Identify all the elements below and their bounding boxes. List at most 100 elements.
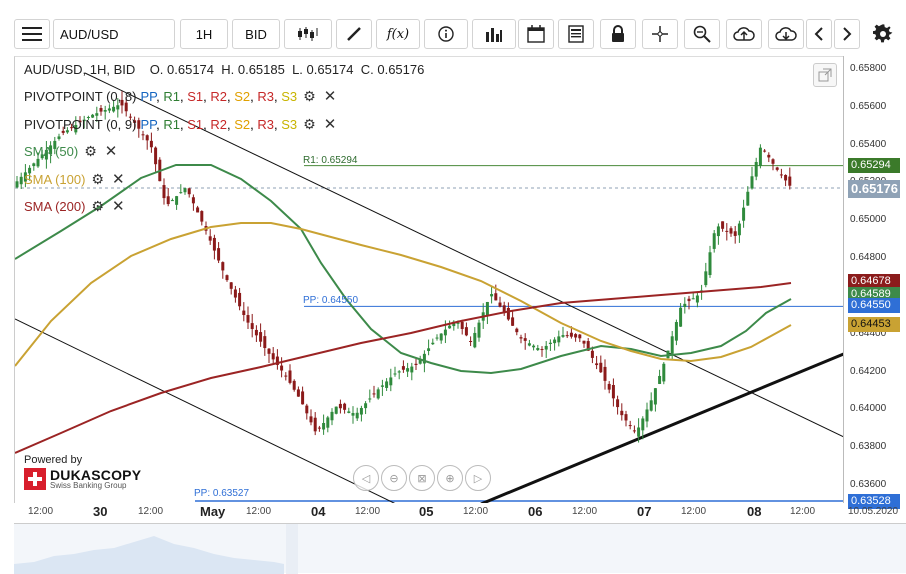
candle-body (57, 136, 61, 139)
reset-view-button[interactable]: ⊠ (409, 465, 435, 491)
chart-nav-controls: ◁ ⊖ ⊠ ⊕ ▷ (353, 465, 491, 491)
candle-body (107, 108, 111, 111)
crosshair-button[interactable] (642, 19, 678, 49)
candle-body (427, 348, 431, 351)
y-tick-label: 0.64000 (850, 403, 887, 415)
indicators-button[interactable]: f(x) (376, 19, 420, 49)
candle-body (380, 385, 384, 387)
sma50-settings-icon[interactable]: ⚙ (84, 142, 97, 159)
candle-body (502, 305, 506, 314)
candle-body (133, 120, 137, 123)
bar-chart-icon (486, 28, 502, 42)
candle-body (86, 117, 90, 119)
side-select[interactable]: BID (232, 19, 280, 49)
pivot-r2: R2 (210, 88, 227, 104)
draw-button[interactable] (336, 19, 372, 49)
chevron-left-icon (814, 27, 823, 41)
x-tick-label: 10.05.2020 (848, 506, 899, 517)
candle-body (128, 116, 132, 118)
sma100-remove-icon[interactable]: ✕ (111, 171, 125, 188)
y-tick-label: 0.64800 (850, 252, 887, 264)
download-button[interactable] (768, 19, 804, 49)
pivot-s2: S2 (234, 88, 251, 104)
candle-body (733, 231, 737, 236)
news-button[interactable] (558, 19, 594, 49)
sma100-settings-icon[interactable]: ⚙ (91, 170, 104, 187)
pivot1-remove-icon[interactable]: ✕ (323, 88, 337, 105)
candle-body (284, 375, 288, 377)
candle-body (754, 161, 758, 177)
candle-body (637, 427, 641, 437)
candle-body (653, 388, 657, 405)
zoom-button[interactable] (684, 19, 720, 49)
pivot-r3: R3 (257, 88, 274, 104)
candle-body (515, 328, 519, 333)
pivot2-remove-icon[interactable]: ✕ (323, 116, 337, 133)
x-tick-label: 12:00 (246, 506, 272, 517)
branding: Powered by DUKASCOPY Swiss Banking Group (24, 454, 141, 490)
volume-button[interactable] (472, 19, 516, 49)
pivot1-settings-icon[interactable]: ⚙ (303, 87, 316, 104)
candle-body (359, 408, 363, 415)
candle-body (309, 416, 313, 423)
fullscreen-button[interactable] (813, 63, 837, 87)
pivot-r3: R3 (257, 116, 274, 132)
candle-body (296, 389, 300, 397)
scroll-right-button[interactable]: ▷ (465, 465, 491, 491)
candle-body (250, 323, 254, 329)
candle-body (603, 366, 607, 381)
candle-body (401, 366, 405, 370)
navigator-pane[interactable] (14, 523, 906, 574)
legend-sma100: SMA (100) ⚙ ✕ (24, 170, 125, 189)
candle-body (15, 181, 19, 188)
calendar-icon (527, 25, 545, 43)
candle-body (565, 335, 569, 337)
symbol-select[interactable]: AUD/USD (53, 19, 175, 49)
candle-body (267, 348, 271, 354)
zoom-in-button[interactable]: ⊕ (437, 465, 463, 491)
candle-body (120, 99, 124, 106)
zoom-out-button[interactable]: ⊖ (381, 465, 407, 491)
candle-body (658, 375, 662, 384)
upload-button[interactable] (726, 19, 762, 49)
price-label-sma100: 0.64453 (848, 316, 900, 332)
candle-body (338, 403, 342, 409)
pen-icon (347, 27, 361, 41)
timeframe-select[interactable]: 1H (180, 19, 228, 49)
info-icon (438, 26, 454, 42)
document-icon (568, 25, 584, 43)
candle-body (674, 322, 678, 341)
legend-pivot1: PIVOTPOINT (0, 8) PP, R1, S1, R2, S2, R3… (24, 87, 337, 106)
zoom-in-icon: ⊕ (445, 472, 455, 485)
sma50-remove-icon[interactable]: ✕ (104, 143, 118, 160)
sma200-line (15, 282, 792, 454)
candle-body (784, 175, 788, 181)
pivot2-settings-icon[interactable]: ⚙ (303, 115, 316, 132)
prev-button[interactable] (806, 19, 832, 49)
lock-button[interactable] (600, 19, 636, 49)
candle-body (40, 154, 44, 159)
sma200-remove-icon[interactable]: ✕ (111, 198, 125, 215)
candle-body (183, 188, 187, 193)
candle-body (355, 412, 359, 419)
price-axis[interactable] (843, 56, 906, 503)
scroll-left-button[interactable]: ◁ (353, 465, 379, 491)
next-button[interactable] (834, 19, 860, 49)
info-button[interactable] (424, 19, 468, 49)
x-tick-label: 08 (747, 504, 762, 519)
sma200-settings-icon[interactable]: ⚙ (91, 197, 104, 214)
candle-body (393, 373, 397, 375)
settings-button[interactable] (866, 19, 900, 49)
x-tick-label: 12:00 (138, 506, 164, 517)
chart-type-button[interactable] (284, 19, 332, 49)
calendar-button[interactable] (518, 19, 554, 49)
candle-body (225, 275, 229, 281)
candle-body (616, 399, 620, 408)
menu-button[interactable] (14, 19, 50, 49)
candle-body (347, 411, 351, 413)
toolbar: AUD/USD 1H BID f(x) (0, 0, 906, 56)
chart-canvas[interactable] (14, 56, 843, 503)
candle-body (36, 158, 40, 167)
brand-name: DUKASCOPY (50, 467, 142, 483)
candle-body (271, 353, 275, 360)
